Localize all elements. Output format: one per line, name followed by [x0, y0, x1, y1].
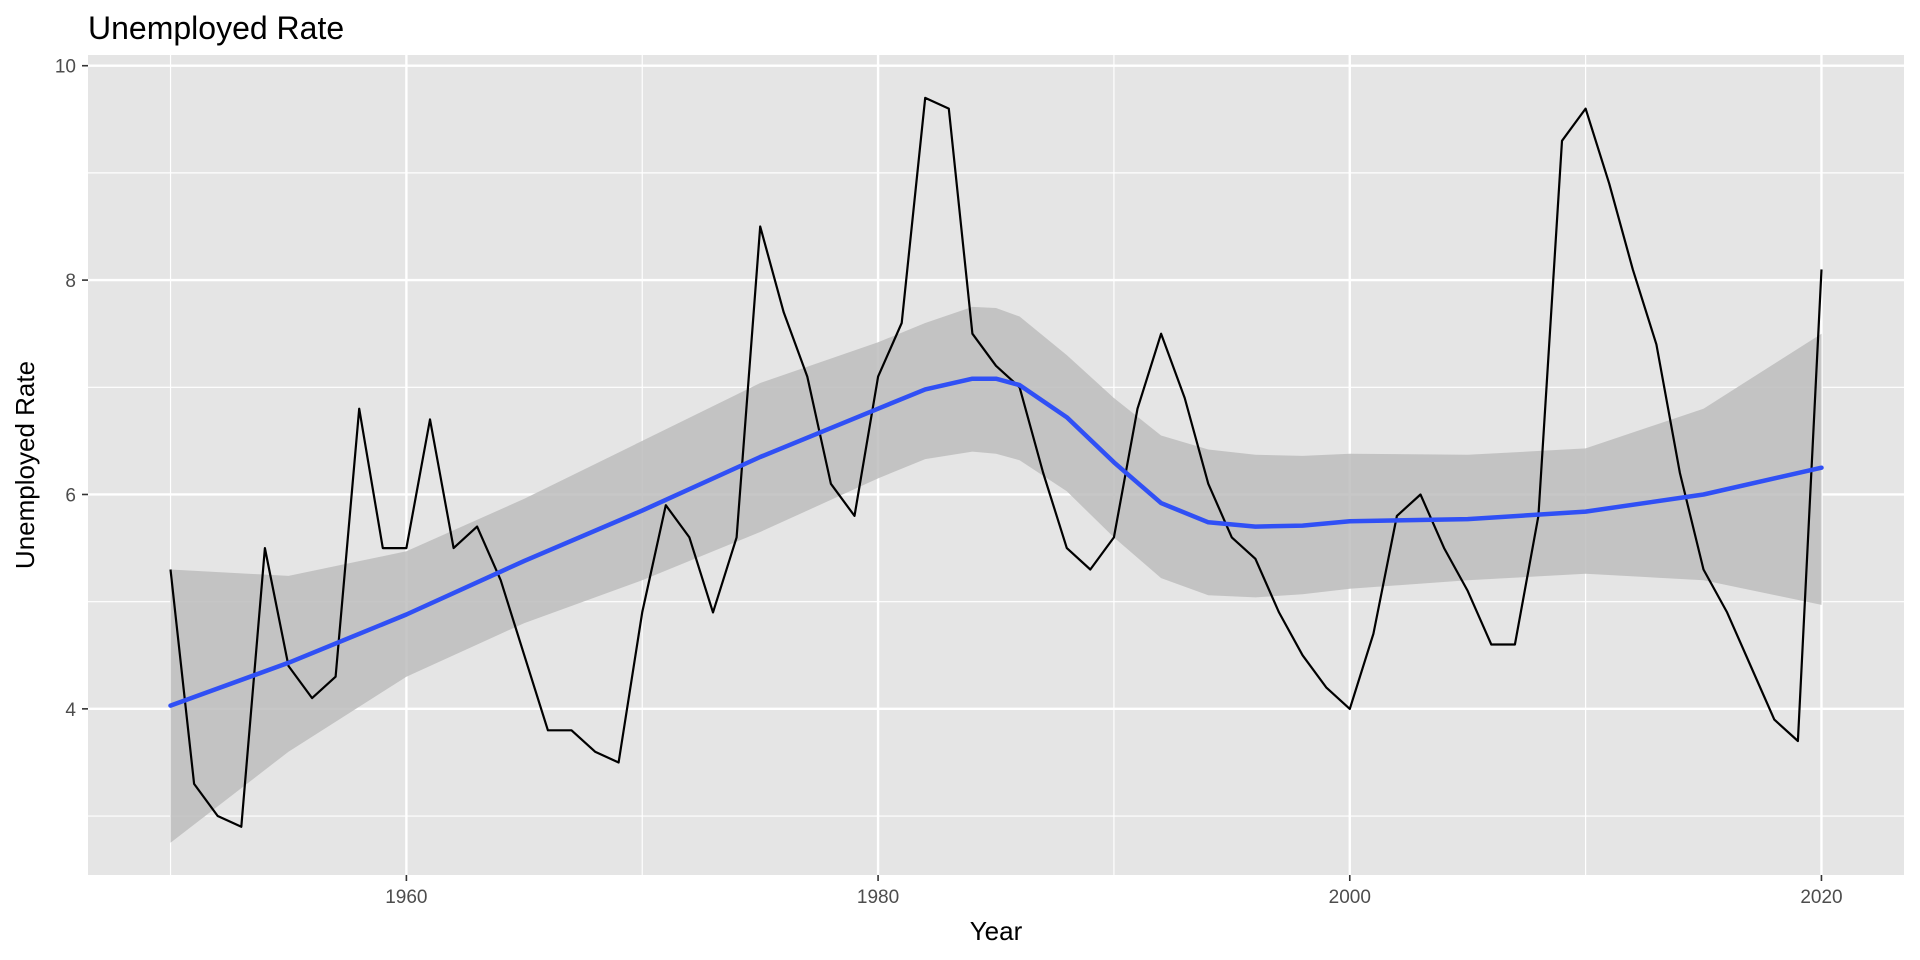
y-tick-label: 8	[65, 271, 76, 292]
x-tick-label: 1960	[385, 887, 427, 908]
smooth-line	[168, 376, 1824, 708]
series-line	[169, 96, 1823, 828]
y-axis-title: Unemployed Rate	[10, 361, 40, 569]
y-tick-label: 10	[55, 57, 76, 78]
smooth-line-layer	[168, 376, 1824, 708]
x-tick-label: 2000	[1329, 887, 1371, 908]
axis-layer: 1960 1980 2000 2020 4 6 8 10	[55, 57, 1843, 908]
x-tick-label: 2020	[1800, 887, 1842, 908]
data-line-layer	[169, 96, 1823, 828]
confidence-band-layer	[170, 306, 1822, 843]
confidence-band	[170, 306, 1822, 843]
chart-title: Unemployed Rate	[88, 10, 344, 46]
x-axis-title: Year	[970, 916, 1023, 946]
x-tick-label: 1980	[857, 887, 899, 908]
y-tick-label: 4	[65, 700, 76, 721]
y-tick-label: 6	[65, 485, 76, 506]
